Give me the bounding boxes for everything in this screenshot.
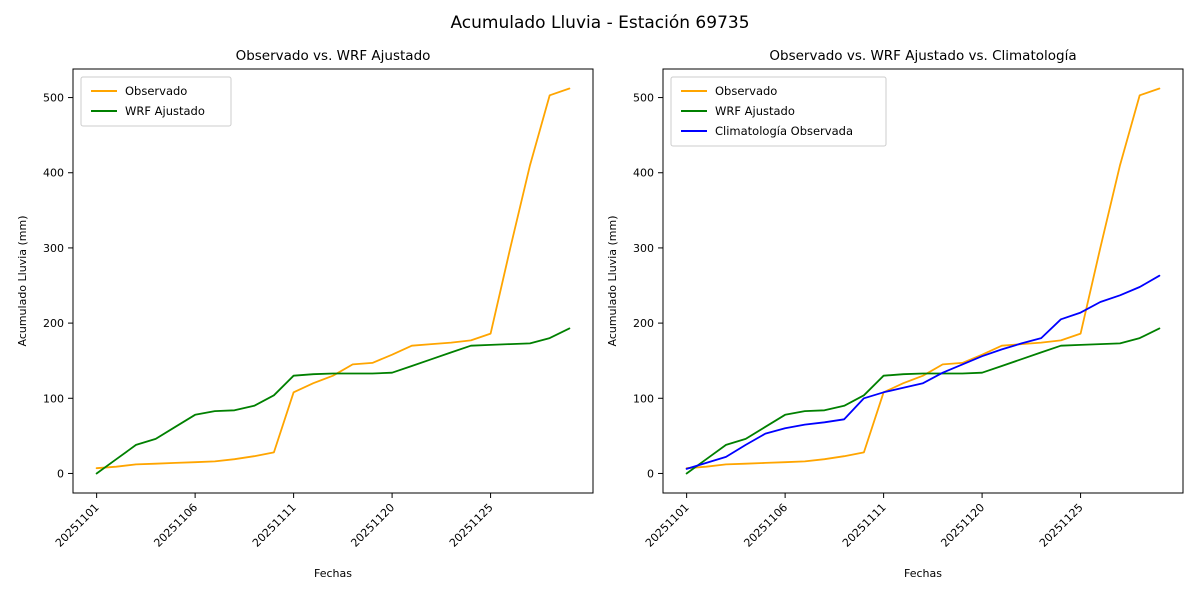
series-line-wrf-ajustado — [95, 327, 571, 475]
y-tick-label: 400 — [43, 167, 64, 180]
y-tick-label: 300 — [633, 242, 654, 255]
x-tick-label: 20251101 — [643, 501, 692, 550]
series-line-observado — [95, 87, 571, 470]
x-tick-label: 20251111 — [250, 501, 299, 550]
x-tick-label: 20251125 — [1037, 501, 1086, 550]
x-tick-label: 20251111 — [840, 501, 889, 550]
y-tick-label: 200 — [633, 317, 654, 330]
legend-box — [670, 76, 887, 147]
y-tick-label: 200 — [43, 317, 64, 330]
legend-label: Observado — [125, 84, 187, 98]
y-axis-label: Acumulado Lluvia (mm) — [606, 215, 619, 346]
series-line-climatologia-observada — [685, 274, 1161, 470]
x-tick-label: 20251125 — [447, 501, 496, 550]
x-axis-label: Fechas — [314, 567, 352, 580]
legend-label: Observado — [715, 84, 777, 98]
y-tick-label: 100 — [43, 392, 64, 405]
subplot-2: Observado vs. WRF Ajustado vs. Climatolo… — [606, 48, 1184, 580]
axes-frame — [662, 68, 1184, 494]
x-tick-label: 20251106 — [741, 501, 790, 550]
y-axis-label: Acumulado Lluvia (mm) — [16, 215, 29, 346]
figure-title: Acumulado Lluvia - Estación 69735 — [450, 13, 749, 33]
y-tick-label: 400 — [633, 167, 654, 180]
y-tick-label: 100 — [633, 392, 654, 405]
subplot-title: Observado vs. WRF Ajustado — [236, 48, 431, 64]
y-tick-label: 0 — [647, 467, 654, 480]
x-tick-label: 20251101 — [53, 501, 102, 550]
legend-label: WRF Ajustado — [715, 104, 795, 118]
x-axis-label: Fechas — [904, 567, 942, 580]
panels-group: Observado vs. WRF Ajustado Acumulado Lluv… — [16, 48, 1184, 580]
legend-box — [80, 76, 232, 127]
x-tick-label: 20251106 — [151, 501, 200, 550]
y-tick-label: 0 — [57, 467, 64, 480]
x-tick-label: 20251120 — [938, 501, 987, 550]
series-line-observado — [685, 87, 1161, 470]
series-line-wrf-ajustado — [685, 327, 1161, 475]
y-tick-label: 500 — [633, 92, 654, 105]
subplot-title: Observado vs. WRF Ajustado vs. Climatolo… — [769, 48, 1076, 64]
legend-label: Climatología Observada — [715, 124, 853, 138]
y-tick-label: 500 — [43, 92, 64, 105]
x-tick-label: 20251120 — [348, 501, 397, 550]
y-tick-label: 300 — [43, 242, 64, 255]
axes-frame — [72, 68, 594, 494]
legend-label: WRF Ajustado — [125, 104, 205, 118]
subplot-1: Observado vs. WRF Ajustado Acumulado Lluv… — [16, 48, 594, 580]
